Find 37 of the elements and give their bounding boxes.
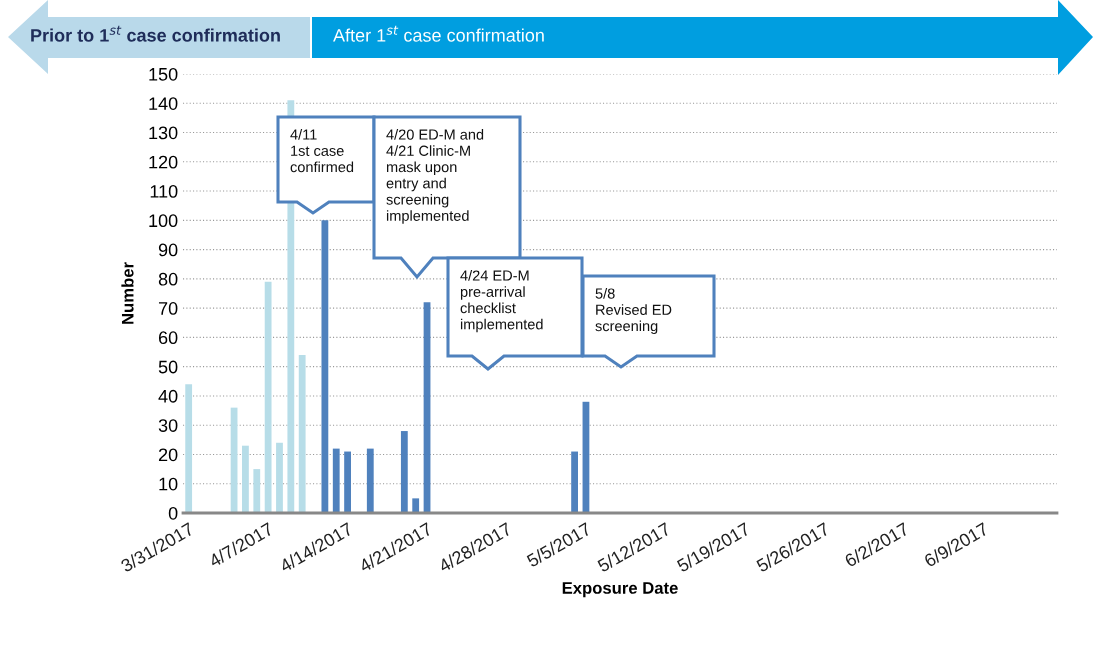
y-tick-label: 120 <box>149 155 178 169</box>
annotation: 4/24 ED-M pre-arrival checklist implemented <box>460 270 543 333</box>
bar <box>366 448 374 513</box>
y-tick-label: 140 <box>149 97 178 110</box>
y-tick-label: 50 <box>158 360 178 374</box>
annotation: 4/20 ED-M and 4/21 Clinic-M mask upon entry and screening implemented <box>386 129 484 224</box>
bar <box>253 469 261 513</box>
bar <box>185 384 193 513</box>
bar <box>400 431 408 513</box>
bar <box>264 281 272 513</box>
y-tick-label: 0 <box>168 506 178 520</box>
annotation: 5/8 Revised ED screening <box>595 288 672 335</box>
y-axis-title: Number <box>121 262 134 324</box>
text: Prior to 1$^{st}$ case confirmation <box>31 25 280 42</box>
bar <box>571 451 578 513</box>
y-tick-label: 110 <box>150 185 178 198</box>
y-tick-label: 40 <box>158 389 178 403</box>
y-tick-label: 90 <box>158 243 178 257</box>
bar <box>298 354 306 513</box>
x-axis-title: Exposure Date <box>562 582 678 598</box>
y-tick-label: 30 <box>158 419 178 432</box>
bar <box>242 445 249 513</box>
bar <box>332 448 340 513</box>
annotation: 4/11 1st case confirmed <box>290 129 354 173</box>
text: After 1$^{st}$ case confirmation <box>333 25 544 42</box>
y-tick-label: 70 <box>158 302 178 315</box>
y-tick-label: 100 <box>149 214 178 228</box>
bar <box>412 498 420 513</box>
y-tick-label: 60 <box>158 331 178 345</box>
bar <box>321 220 329 513</box>
bar <box>276 442 283 513</box>
y-tick-label: 10 <box>159 477 178 491</box>
bar <box>344 451 351 513</box>
y-tick-label: 130 <box>149 126 178 140</box>
y-tick-label: 80 <box>158 272 178 286</box>
y-tick-label: 20 <box>158 448 178 462</box>
y-tick-label: 150 <box>149 67 178 81</box>
